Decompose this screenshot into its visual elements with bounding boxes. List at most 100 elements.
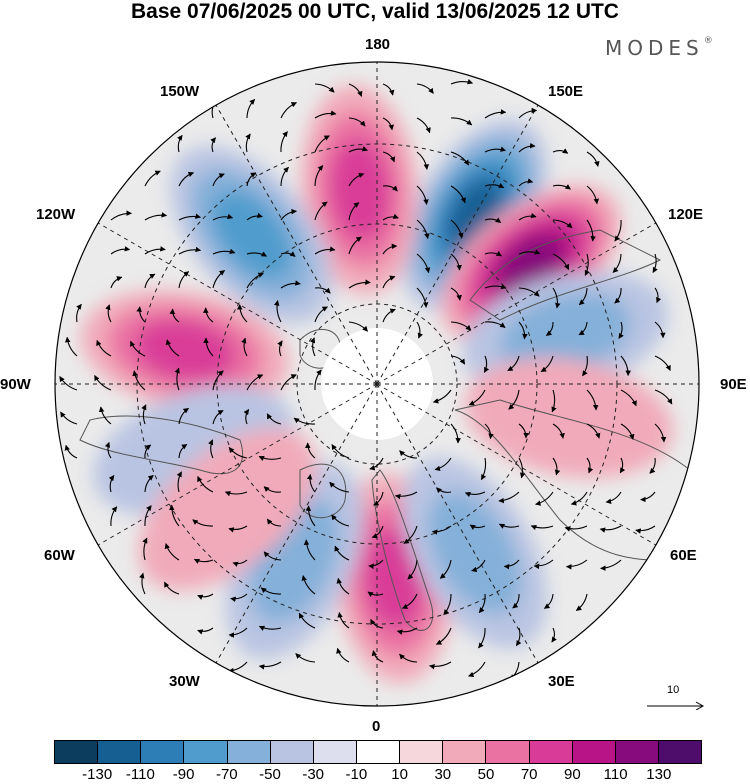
wind-arrow [551, 627, 557, 643]
wind-arrow [543, 593, 554, 609]
wind-arrow [314, 306, 328, 323]
colorbar-tick-label: -10 [345, 766, 368, 783]
wind-arrow [348, 321, 369, 332]
wind-arrow [177, 134, 183, 153]
wind-arrow [348, 236, 362, 255]
meridian-line [215, 104, 378, 385]
colorbar-tick-label: 110 [603, 766, 628, 783]
wind-arrow [435, 627, 452, 645]
meridian-line [376, 383, 657, 546]
wind-arrow [586, 151, 600, 167]
wind-arrow [230, 593, 248, 603]
wind-arrow [94, 375, 112, 391]
wind-arrow [64, 444, 78, 459]
wind-arrow [132, 370, 146, 391]
wind-arrow [369, 457, 384, 471]
meridian-line [376, 222, 657, 385]
wind-arrow [508, 389, 520, 410]
wind-arrow [192, 519, 214, 527]
wind-arrow [245, 133, 251, 153]
reference-vector: 10 [645, 684, 705, 710]
wind-arrow [314, 165, 324, 187]
wind-arrow [382, 243, 398, 255]
wind-arrow [178, 407, 189, 425]
wind-arrow [263, 486, 282, 493]
wind-arrow [178, 443, 188, 459]
wind-arrow [306, 473, 316, 493]
wind-arrow [258, 455, 282, 462]
wind-arrow [334, 545, 350, 561]
wind-arrow [552, 423, 565, 439]
meridian-line [215, 383, 378, 664]
anomaly-contour [499, 236, 562, 292]
colorbar-ticks: -130 -110 -90 -70 -50 -30 -10 10 30 50 70 90 110 130 [0, 766, 750, 784]
wind-arrow [110, 210, 132, 221]
colorbar-bin [572, 741, 616, 763]
wind-arrow [110, 246, 131, 255]
wind-arrow [263, 551, 282, 561]
wind-arrow [612, 253, 622, 273]
wind-arrow [640, 491, 656, 503]
meridian-line [376, 104, 539, 385]
wind-arrow [382, 308, 396, 323]
meridian-line [376, 383, 539, 664]
wind-arrow [552, 253, 570, 270]
wind-arrow [484, 283, 507, 289]
wind-arrow [197, 475, 214, 493]
wind-arrow [203, 337, 214, 357]
wind-arrow [468, 661, 486, 678]
wind-arrow [484, 109, 507, 119]
wind-arrow [518, 107, 538, 119]
colorbar-tick-label: -50 [259, 766, 281, 783]
wind-arrow [399, 653, 418, 663]
colorbar-tick-label: 30 [434, 766, 452, 783]
wind-arrow [530, 524, 554, 531]
lon-label-60w: 60W [44, 547, 75, 564]
colorbar-bin [55, 741, 99, 763]
wind-arrow [654, 389, 673, 405]
wind-arrow [236, 304, 248, 323]
wind-arrow [552, 287, 561, 309]
meridian-line [97, 383, 378, 546]
wind-arrow [108, 475, 115, 493]
wind-arrow [280, 208, 297, 221]
wind-arrow [305, 442, 316, 459]
wind-arrow [203, 307, 214, 323]
wind-arrow [382, 151, 396, 163]
colorbar-bin [400, 741, 444, 763]
wind-arrow [295, 653, 316, 663]
wind-arrow [178, 171, 195, 187]
wind-arrow [416, 83, 434, 94]
wind-arrow [314, 201, 328, 221]
graticule [55, 62, 699, 706]
wind-arrow [654, 287, 662, 304]
wind-arrow [450, 219, 464, 239]
wind-arrow [76, 303, 82, 323]
wind-arrow [484, 182, 505, 189]
colorbar-tick-label: 10 [391, 766, 408, 783]
colorbar-bin [141, 741, 185, 763]
wind-arrow [480, 457, 487, 481]
wind-arrow [654, 355, 671, 371]
wind-arrow [246, 172, 257, 187]
modes-logo: MODES® [605, 36, 713, 60]
wind-arrow [331, 514, 350, 527]
wind-arrow [246, 99, 256, 119]
wind-arrow [348, 117, 366, 127]
wind-arrow [280, 166, 289, 187]
wind-arrow [552, 457, 561, 476]
wind-arrow [258, 625, 282, 631]
wind-arrow [212, 248, 236, 255]
wind-arrow [416, 321, 423, 339]
colorbar-tick-label: -90 [172, 766, 195, 783]
colorbar-bin [356, 741, 401, 763]
wind-arrow [498, 491, 520, 504]
wind-arrow [416, 253, 431, 274]
wind-arrow [468, 389, 486, 406]
wind-arrow [416, 287, 429, 308]
wind-arrow [515, 627, 522, 647]
wind-arrow [178, 246, 202, 255]
wind-arrow [551, 389, 557, 413]
wind-arrow [314, 135, 330, 153]
wind-arrow [144, 170, 161, 187]
